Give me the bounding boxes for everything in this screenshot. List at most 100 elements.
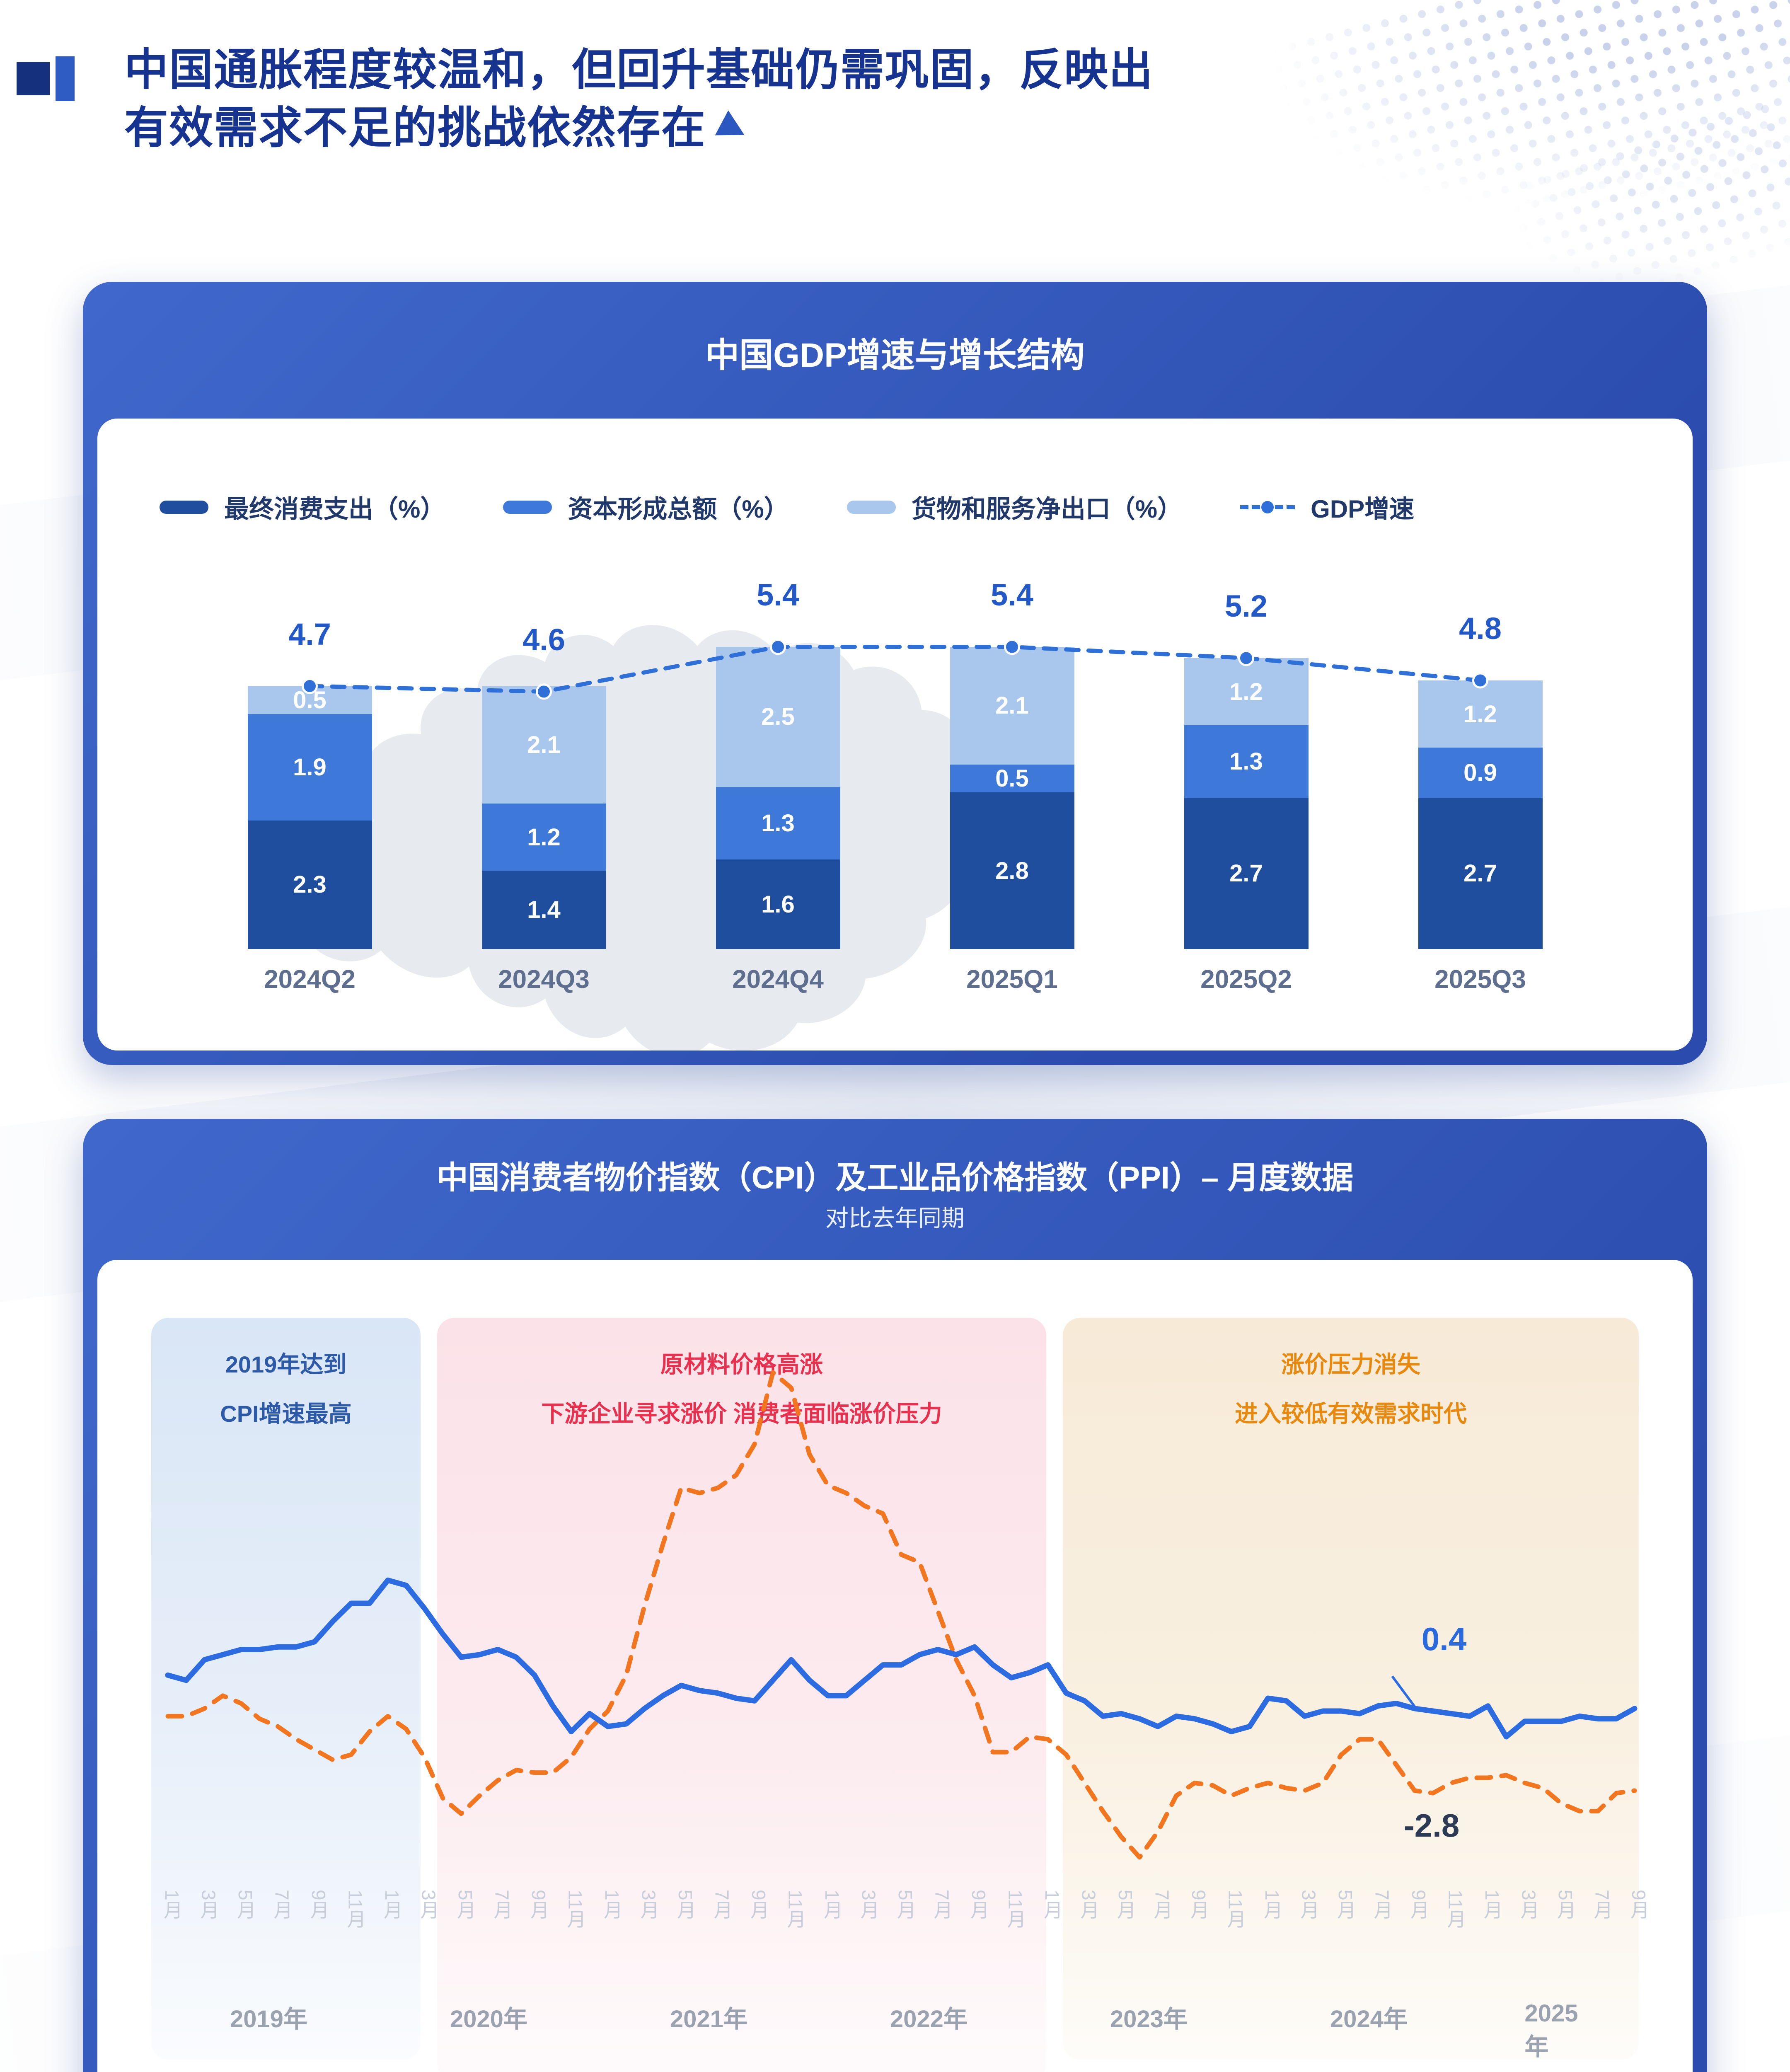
bar-segment: 1.2 [481,804,606,871]
gdp-bar-chart: 2.3 1.9 0.5 2024Q2 4.7 1.4 1.2 2.1 2024Q3 4.6 1.6 1… [193,543,1597,1024]
month-tick-label: 3月 [418,1890,440,1920]
gdp-line-legend-icon [1240,500,1295,514]
legend-item: 货物和服务净出口（%） [847,489,1182,525]
legend-item: 最终消费支出（%） [160,489,445,525]
gdp-value-label: 4.7 [288,617,331,651]
region3-text-line2: 进入较低有效需求时代 [1235,1401,1467,1427]
bar-value-label: 1.3 [1229,748,1263,775]
ppi-line [165,1370,1637,1860]
bar-segment: 1.2 [1184,658,1309,725]
legend-label: GDP增速 [1311,495,1415,523]
bar-category-label: 2024Q4 [732,965,824,994]
month-tick-label: 3月 [1518,1890,1540,1920]
legend-item-gdp-line: GDP增速 [1240,489,1414,525]
year-label: 2025年 [1524,2000,1578,2060]
bar-value-label: 2.5 [761,703,795,731]
bar-segment: 2.5 [716,647,840,787]
bar-segment: 1.9 [247,714,372,821]
year-label: 2024年 [1330,2006,1408,2033]
bar-category-label: 2024Q2 [264,965,356,994]
cpi-card-subtitle: 对比去年同期 [825,1205,965,1231]
bar-segment: 1.6 [716,859,840,949]
page-title-line2: 有效需求不足的挑战依然存在 [124,103,706,152]
cpi-ppi-svg [165,1370,1638,1860]
region-low-demand-era: 涨价压力消失 进入较低有效需求时代 [1063,1318,1639,2060]
month-tick-label: 7月 [1371,1890,1393,1920]
bar-value-label: 0.9 [1463,759,1497,787]
region3-text-line1: 涨价压力消失 [1281,1351,1420,1377]
cpi-ppi-line-chart [165,1347,1638,1886]
bar-segment: 0.9 [1418,748,1543,798]
bar-category-label: 2025Q3 [1434,965,1526,994]
month-tick-label: 3月 [1298,1890,1320,1920]
gdp-legend: 最终消费支出（%） 资本形成总额（%） 货物和服务净出口（%） GDP增速 [160,489,1651,525]
bar-value-label: 1.2 [1463,700,1497,728]
month-tick-label: 7月 [271,1890,293,1920]
cpi-card-title: 中国消费者物价指数（CPI）及工业品价格指数（PPI）– 月度数据 [436,1160,1354,1196]
month-tick-label: 5月 [675,1890,696,1920]
gdp-line-overlay [302,639,1488,700]
bar-value-label: 1.4 [527,896,561,923]
month-tick-label: 1月 [1261,1890,1283,1920]
month-tick-label: 11月 [564,1890,586,1929]
year-label: 2021年 [670,2006,747,2033]
cpi-chart-panel: 2019年达到 CPI增速最高 原材料价格高涨 下游企业寻求涨价 消费者面临涨价… [97,1260,1693,2072]
region-raw-material-surge: 原材料价格高涨 下游企业寻求涨价 消费者面临涨价压力 [437,1318,1046,2072]
month-tick-label: 5月 [895,1890,916,1920]
bar-segment: 2.3 [247,820,372,949]
legend-label: 资本形成总额（%） [568,495,789,523]
bar-segment: 2.7 [1418,798,1543,949]
gdp-dot [1261,501,1274,513]
month-tick-label: 5月 [1555,1890,1576,1920]
month-tick-label: 11月 [1224,1890,1246,1929]
month-tick-label: 1月 [1481,1890,1503,1920]
month-tick-label: 7月 [491,1890,513,1920]
month-tick-label: 9月 [1628,1890,1650,1920]
legend-item: 资本形成总额（%） [503,489,789,525]
bar-value-label: 0.5 [995,765,1029,792]
legend-label: 货物和服务净出口（%） [911,495,1183,523]
month-tick-label: 11月 [1004,1890,1026,1929]
month-tick-label: 9月 [968,1890,989,1920]
page-title: 中国通胀程度较温和，但回升基础仍需巩固，反映出 有效需求不足的挑战依然存在 [124,41,1682,157]
month-tick-label: 7月 [1591,1890,1613,1920]
month-tick-label: 3月 [858,1890,880,1920]
bar-value-label: 1.2 [527,823,561,851]
region1-text-line1: 2019年达到 [225,1351,347,1377]
cpi-ppi-card: 中国消费者物价指数（CPI）及工业品价格指数（PPI）– 月度数据 对比去年同期… [83,1119,1707,2072]
bar-segment: 2.1 [950,647,1074,765]
bar-segment: 2.1 [481,686,606,804]
bar-value-label: 2.8 [995,857,1029,884]
month-tick-label: 1月 [1041,1890,1063,1920]
month-tick-label: 7月 [931,1890,953,1920]
page-title-line1: 中国通胀程度较温和，但回升基础仍需巩固，反映出 [124,46,1154,94]
bar-segment: 1.2 [1418,680,1543,748]
bar-value-label: 2.1 [995,692,1029,719]
gdp-value-label: 4.8 [1459,611,1502,646]
gdp-card-title: 中国GDP增速与增长结构 [705,336,1085,374]
month-tick-label: 1月 [601,1890,623,1920]
month-tick-label: 11月 [1444,1890,1466,1929]
title-accent-square-dark [17,62,50,95]
month-tick-label: 9月 [308,1890,329,1920]
month-tick-label: 5月 [235,1890,256,1920]
region2-text-line1: 原材料价格高涨 [660,1351,823,1377]
bar-value-label: 1.6 [761,891,795,918]
month-tick-label: 1月 [381,1890,403,1920]
legend-swatch [847,500,896,514]
month-tick-label: 3月 [638,1890,660,1920]
gdp-value-label: 5.4 [757,578,799,612]
region2-text-line2: 下游企业寻求涨价 消费者面临涨价压力 [541,1401,942,1427]
month-tick-label: 7月 [1151,1890,1173,1920]
region1-text-line2: CPI增速最高 [220,1401,352,1427]
month-tick-label: 1月 [821,1890,843,1920]
legend-label: 最终消费支出（%） [224,495,445,523]
bar-segment: 1.3 [1184,725,1309,798]
gdp-value-label: 4.6 [522,622,565,657]
bar-value-label: 2.3 [293,871,327,898]
gdp-card: 中国GDP增速与增长结构 最终消费支出（%） 资本形成总额（%） 货物和服务净出口（… [83,282,1707,1065]
month-tick-label: 9月 [748,1890,769,1920]
month-tick-label: 5月 [455,1890,476,1920]
bar-value-label: 2.1 [527,731,561,758]
